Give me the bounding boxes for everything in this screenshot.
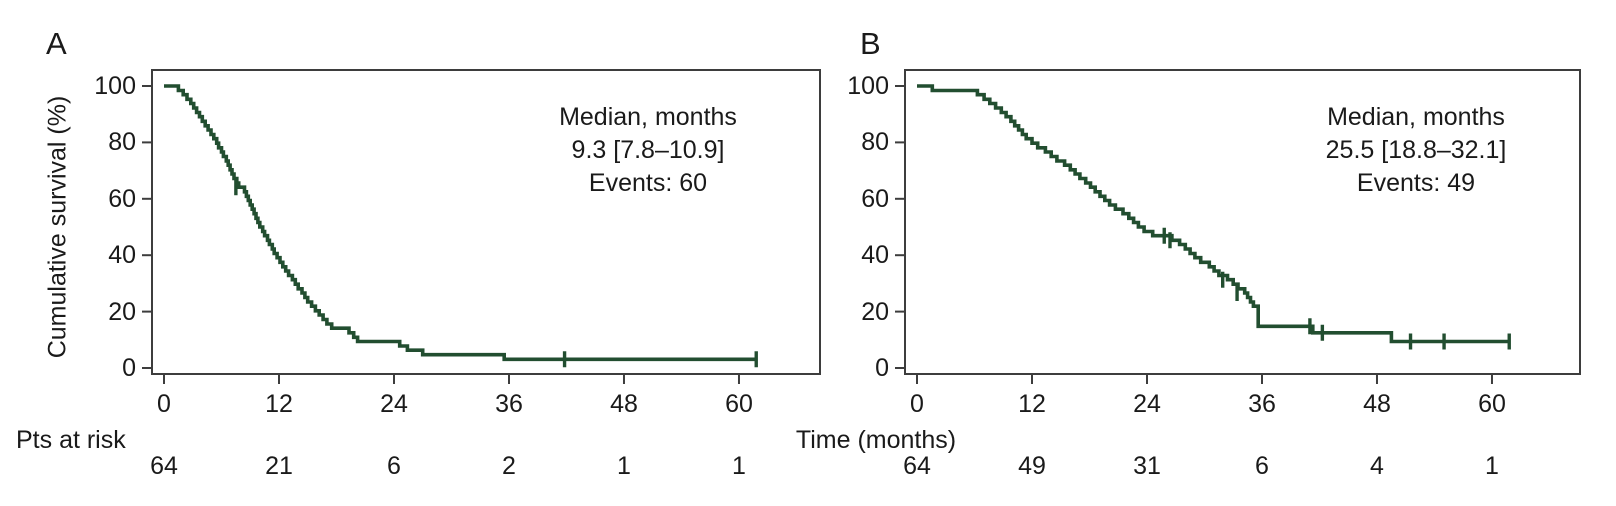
pts-at-risk-count-panel-b: 49 [1018,452,1046,480]
pts-at-risk-count-panel-b: 6 [1255,452,1269,480]
pts-at-risk-count-panel-b: 1 [1485,452,1499,480]
y-tick-label-panel-b: 20 [861,297,889,326]
y-tick-label-panel-a: 40 [108,241,136,270]
x-axis-title: Time (months) [795,426,957,454]
plot-box-panel-A [151,69,821,375]
pts-at-risk-label: Pts at risk [16,426,126,454]
y-tick-label-panel-a: 20 [108,297,136,326]
x-tick-label-panel-b: 12 [1018,390,1046,418]
pts-at-risk-count-panel-a: 2 [502,452,516,480]
pts-at-risk-count-panel-b: 4 [1370,452,1384,480]
x-tick-label-panel-b: 24 [1133,390,1161,418]
y-tick-label-panel-b: 100 [847,72,889,100]
x-tick-label-panel-a: 12 [265,390,293,418]
pts-at-risk-count-panel-a: 6 [387,452,401,480]
panel-a-median-value: 9.3 [7.8–10.9] [571,136,725,164]
x-tick-label-panel-b: 36 [1248,390,1276,418]
panel-a-letter: A [46,26,68,61]
x-tick-label-panel-a: 0 [157,390,171,418]
km-curve-panel-A [164,84,757,362]
panel-a-annotation: Median, months 9.3 [7.8–10.9] Events: 60 [559,101,737,200]
panel-b-letter: B [860,26,882,61]
x-tick-label-panel-b: 0 [910,390,924,418]
panel-a-events: Events: 60 [588,169,708,197]
x-tick-label-panel-b: 48 [1363,390,1391,418]
panel-b-median-value: 25.5 [18.8–32.1] [1325,136,1507,164]
panel-b-median-label: Median, months [1327,103,1505,131]
pts-at-risk-count-panel-a: 21 [265,452,293,480]
y-tick-label-panel-b: 40 [861,241,889,270]
panel-b-events: Events: 49 [1356,169,1476,197]
plot-box-panel-B [904,69,1581,375]
x-tick-label-panel-a: 36 [495,390,523,418]
y-tick-label-panel-a: 60 [108,184,136,213]
x-tick-label-panel-a: 48 [610,390,638,418]
y-tick-label-panel-b: 0 [875,354,889,382]
pts-at-risk-count-panel-b: 31 [1133,452,1161,480]
panel-a-median-label: Median, months [559,103,737,131]
pts-at-risk-count-panel-a: 1 [732,452,746,480]
y-tick-label-panel-a: 0 [122,354,136,382]
x-tick-label-panel-a: 60 [725,390,753,418]
x-tick-label-panel-b: 60 [1478,390,1506,418]
pts-at-risk-count-panel-b: 64 [903,452,931,480]
panel-b-annotation: Median, months 25.5 [18.8–32.1] Events: … [1326,101,1507,200]
pts-at-risk-count-panel-a: 64 [150,452,178,480]
x-tick-label-panel-a: 24 [380,390,408,418]
y-tick-label-panel-a: 100 [94,72,136,100]
y-tick-label-panel-b: 60 [861,184,889,213]
y-tick-label-panel-a: 80 [108,128,136,157]
y-tick-label-panel-b: 80 [861,128,889,157]
km-curve-panel-B [917,84,1510,344]
pts-at-risk-count-panel-a: 1 [617,452,631,480]
